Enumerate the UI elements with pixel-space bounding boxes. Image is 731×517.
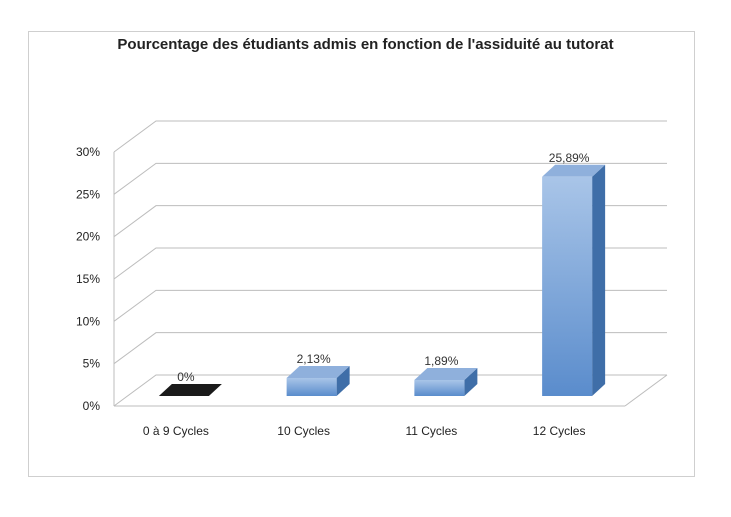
gridline	[113, 247, 667, 280]
floor-side-edge	[624, 374, 668, 407]
data-label: 1,89%	[424, 354, 458, 368]
bar-top	[542, 164, 606, 177]
gridline	[113, 374, 667, 407]
bar	[158, 384, 222, 396]
x-category-label: 12 Cycles	[533, 424, 586, 438]
bar-top	[414, 367, 478, 380]
y-tick-label: 5%	[83, 357, 101, 371]
y-tick-label: 15%	[76, 272, 100, 286]
y-tick-label: 25%	[76, 187, 100, 201]
y-tick-label: 0%	[83, 399, 101, 413]
gridline	[113, 289, 667, 322]
chart-title: Pourcentage des étudiants admis en fonct…	[117, 36, 614, 53]
x-category-label: 0 à 9 Cycles	[143, 424, 209, 438]
data-label: 0%	[177, 370, 195, 384]
bar-side	[336, 365, 350, 396]
gridline	[113, 162, 667, 195]
bar	[286, 377, 337, 396]
y-tick-label: 10%	[76, 314, 100, 328]
bar-side	[464, 367, 478, 396]
y-tick-label: 30%	[76, 145, 100, 159]
bar	[414, 379, 465, 396]
data-label: 2,13%	[297, 352, 331, 366]
x-category-label: 11 Cycles	[405, 424, 457, 438]
gridline	[113, 332, 667, 365]
x-category-label: 10 Cycles	[277, 424, 330, 438]
bar	[542, 176, 593, 396]
bar-top	[286, 365, 350, 378]
y-tick-label: 20%	[76, 230, 100, 244]
gridline	[113, 120, 667, 153]
data-label: 25,89%	[549, 151, 590, 165]
bar-side	[592, 164, 606, 396]
gridline	[113, 205, 667, 238]
